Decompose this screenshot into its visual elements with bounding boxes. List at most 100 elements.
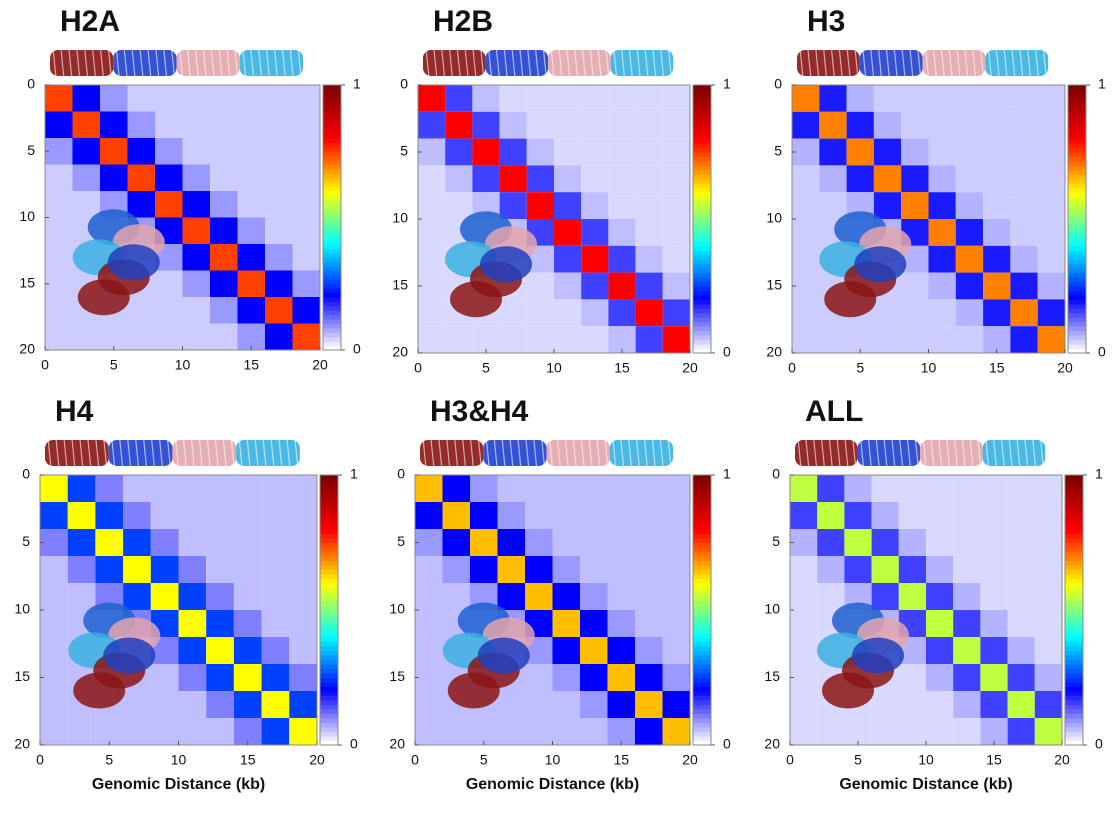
heatmap-cell (608, 326, 636, 353)
colorbar-step (1068, 125, 1086, 131)
heatmap-cell (980, 583, 1008, 610)
colorbar-frame (692, 84, 712, 354)
colorbar-step (693, 484, 711, 489)
heatmap-cell (150, 502, 179, 529)
heatmap-cell (792, 219, 820, 246)
heatmap-cell (662, 718, 690, 745)
heatmap-cell (261, 502, 290, 529)
colorbar-step (693, 727, 711, 732)
heatmap-cell (237, 297, 265, 324)
heatmap-cell (292, 191, 320, 218)
colorbar-step (323, 85, 341, 90)
colorbar-step (1065, 664, 1083, 669)
colorbar-step (320, 709, 338, 714)
heatmap-cell (873, 299, 902, 327)
colorbar-step (693, 632, 711, 638)
colorbar-step (693, 303, 711, 309)
x-tick-label: 0 (41, 357, 49, 373)
heatmap-cell (45, 138, 73, 165)
heatmap-cell (418, 272, 446, 300)
nucleosome-blob (824, 281, 877, 318)
heatmap-cell (955, 299, 984, 327)
heatmap-cell (233, 583, 262, 610)
dna-stripe (914, 437, 919, 469)
colorbar-step (1065, 700, 1083, 705)
dna-stripe (820, 437, 826, 469)
colorbar-step (323, 283, 341, 289)
colorbar-step (693, 605, 711, 611)
heatmap-cell (178, 718, 207, 745)
heatmap-cell (928, 192, 956, 219)
colorbar-step (320, 637, 338, 642)
colorbar-step (1068, 196, 1086, 202)
heatmap-cell (635, 245, 663, 273)
heatmap-cell (608, 192, 636, 219)
dna-stripe (170, 47, 176, 79)
heatmap-cell (472, 165, 500, 193)
heatmap-cell (292, 111, 320, 138)
colorbar-step (320, 515, 338, 521)
dna-stripe (527, 47, 532, 79)
colorbar-step (323, 182, 341, 188)
heatmap-cell (472, 138, 500, 166)
colorbar-step (693, 201, 711, 207)
dna-stripe (76, 47, 81, 79)
colorbar-step (693, 718, 711, 723)
colorbar-tick-label: 0 (350, 736, 358, 752)
dna-stripe (265, 47, 271, 79)
heatmap-cell (846, 138, 874, 166)
heatmap-cell (873, 85, 902, 112)
colorbar-step (693, 695, 711, 701)
dna-stripe (854, 47, 859, 79)
colorbar-step (693, 223, 711, 229)
colorbar-step (320, 488, 338, 494)
heatmap-cell (1034, 691, 1062, 718)
heatmap-cell (72, 323, 100, 350)
colorbar-step (693, 547, 711, 552)
panel-title: H3 (807, 5, 845, 38)
heatmap-cell (178, 502, 207, 529)
colorbar-step (320, 569, 338, 575)
heatmap-cell (980, 502, 1008, 529)
colorbar-step (1065, 569, 1083, 575)
dna-segment (859, 50, 923, 76)
heatmap-cell (289, 583, 317, 610)
heatmap-cell (554, 272, 582, 300)
colorbar-step (320, 682, 338, 687)
heatmap-cell (1037, 219, 1065, 246)
heatmap-cell (40, 556, 68, 583)
heatmap-cell (790, 583, 818, 610)
heatmap-cell (554, 165, 582, 193)
dna-stripe (150, 437, 156, 469)
heatmap-cell (792, 245, 820, 273)
nucleosome-blob (854, 246, 907, 283)
y-tick-label: 0 (397, 466, 405, 482)
heatmap-cell (635, 610, 663, 637)
colorbar-step (693, 592, 711, 597)
heatmap-cell (1010, 192, 1038, 219)
colorbar-step (320, 596, 338, 602)
nucleosome-blob (73, 672, 126, 709)
colorbar-step (1065, 637, 1083, 642)
heatmap-cell (635, 192, 663, 219)
dna-segment (797, 50, 860, 76)
heatmap-cell (100, 111, 128, 138)
heatmap-cell (265, 191, 293, 218)
colorbar-step (1065, 497, 1083, 503)
colorbar-step (320, 628, 338, 633)
dna-stripe (987, 47, 992, 79)
heatmap-cell (206, 691, 234, 718)
heatmap-cell (844, 529, 872, 556)
heatmap-cell (792, 85, 820, 112)
colorbar-step (320, 511, 338, 516)
heatmap-cell (607, 691, 635, 718)
heatmap-cell (445, 111, 473, 139)
dna-stripe (1039, 437, 1045, 469)
heatmap-cell (554, 326, 582, 353)
colorbar-step (323, 146, 341, 152)
heatmap-cell (237, 111, 265, 138)
heatmap-cell (554, 138, 582, 166)
heatmap-cell (415, 529, 443, 556)
colorbar-step (320, 722, 338, 728)
dna-segment (548, 50, 611, 76)
